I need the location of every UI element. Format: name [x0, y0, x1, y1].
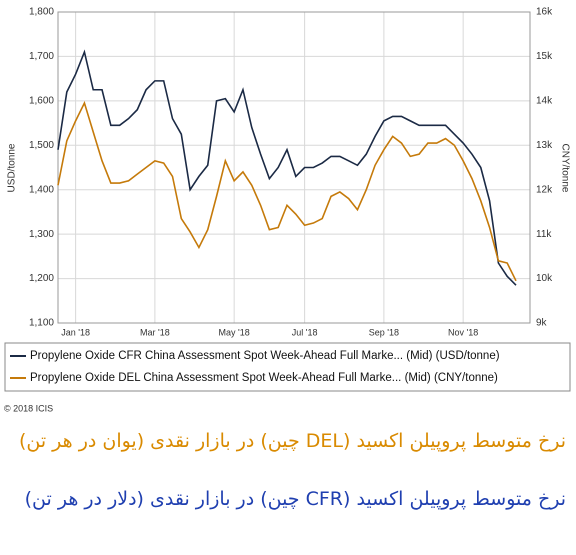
y2-tick-label: 13k	[536, 140, 553, 151]
x-tick-label: Jul '18	[292, 327, 318, 337]
x-tick-label: Jan '18	[61, 327, 90, 337]
y2-axis-title: CNY/tonne	[559, 144, 570, 193]
y-tick-label: 1,200	[29, 273, 54, 284]
plot-frame	[57, 11, 531, 324]
series-line	[57, 49, 517, 286]
legend-label: Propylene Oxide DEL China Assessment Spo…	[30, 372, 498, 384]
y-tick-label: 1,600	[29, 95, 54, 106]
y2-tick-label: 15k	[536, 51, 553, 62]
legend-box	[4, 342, 571, 392]
x-tick-label: Mar '18	[140, 327, 170, 337]
y-tick-label: 1,500	[29, 140, 54, 151]
series-line	[57, 100, 517, 282]
source: © 2018 ICIS	[4, 403, 53, 413]
x-tick-label: May '18	[219, 327, 250, 337]
x-tick-label: Sep '18	[369, 327, 399, 337]
y2-tick-label: 11k	[536, 229, 552, 240]
y2-tick-label: 9k	[536, 318, 548, 329]
y2-tick-label: 10k	[536, 273, 553, 284]
chart: USD/tonne CNY/tonne © 2018 ICIS 1,100 1,2…	[4, 7, 571, 413]
y-tick-label: 1,300	[29, 229, 54, 240]
y2-tick-label: 16k	[536, 7, 553, 18]
y2-tick-label: 12k	[536, 184, 553, 195]
caption: نرخ متوسط پروپیلن اکسید (CFR چین) در باز…	[24, 488, 566, 510]
x-tick-label: Nov '18	[448, 327, 478, 337]
y-tick-label: 1,100	[29, 318, 54, 329]
y-tick-label: 1,800	[29, 7, 54, 18]
y-tick-label: 1,700	[29, 51, 54, 62]
y-axis-title: USD/tonne	[7, 143, 18, 192]
caption: نرخ متوسط پروپیلن اکسید (DEL چین) در باز…	[18, 430, 566, 452]
legend-label: Propylene Oxide CFR China Assessment Spo…	[30, 350, 500, 362]
y2-tick-label: 14k	[536, 95, 553, 106]
y-tick-label: 1,400	[29, 184, 54, 195]
